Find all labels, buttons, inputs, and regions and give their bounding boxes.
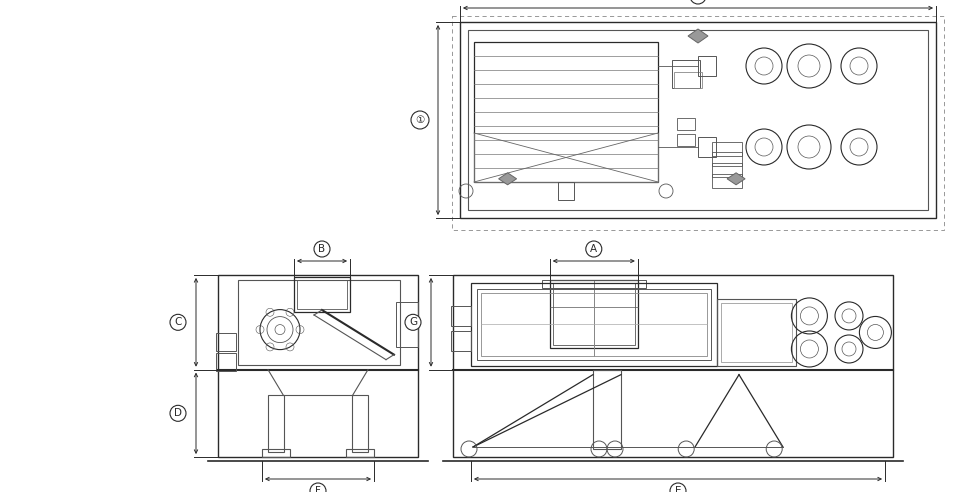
Bar xyxy=(698,56,716,76)
Bar xyxy=(711,142,742,155)
Text: ①: ① xyxy=(416,115,424,125)
Text: E: E xyxy=(675,486,682,492)
Circle shape xyxy=(170,405,186,421)
Bar xyxy=(297,280,347,309)
Bar xyxy=(216,333,236,351)
Bar xyxy=(677,134,695,146)
Text: A: A xyxy=(590,244,597,254)
Bar xyxy=(238,280,400,365)
Circle shape xyxy=(586,241,602,257)
Polygon shape xyxy=(498,173,516,185)
Bar xyxy=(262,449,290,457)
Polygon shape xyxy=(727,173,745,185)
Bar xyxy=(451,306,471,326)
Bar xyxy=(216,353,236,371)
Bar xyxy=(550,280,637,348)
Text: D: D xyxy=(174,408,182,418)
Bar xyxy=(674,72,702,88)
Circle shape xyxy=(314,241,330,257)
Bar xyxy=(474,42,658,182)
Bar xyxy=(553,283,635,345)
Circle shape xyxy=(310,483,326,492)
Bar xyxy=(711,163,742,177)
Bar xyxy=(294,277,350,312)
Bar xyxy=(721,304,792,362)
Bar xyxy=(558,182,574,200)
Bar xyxy=(672,60,700,88)
Bar xyxy=(477,289,711,360)
Bar xyxy=(352,395,368,452)
Bar xyxy=(451,331,471,351)
Text: H: H xyxy=(694,0,702,1)
Circle shape xyxy=(405,314,421,330)
Circle shape xyxy=(670,483,686,492)
Bar xyxy=(468,30,928,210)
Text: C: C xyxy=(175,317,181,327)
Bar xyxy=(460,22,936,218)
Bar xyxy=(698,137,716,157)
Circle shape xyxy=(170,314,186,330)
Bar xyxy=(481,293,594,356)
Bar xyxy=(218,275,418,457)
Circle shape xyxy=(690,0,706,4)
Text: B: B xyxy=(319,244,325,254)
Bar xyxy=(711,174,742,188)
Bar xyxy=(474,133,658,182)
Bar xyxy=(594,293,708,356)
Bar xyxy=(452,16,944,230)
Bar xyxy=(593,369,621,449)
Text: G: G xyxy=(409,317,417,327)
Bar xyxy=(717,300,796,366)
Bar xyxy=(268,395,284,452)
Bar xyxy=(453,275,893,457)
Circle shape xyxy=(411,111,429,129)
Bar xyxy=(677,118,695,130)
Polygon shape xyxy=(688,29,708,43)
Bar xyxy=(396,302,418,347)
Text: F: F xyxy=(315,486,321,492)
Bar xyxy=(711,153,742,166)
Bar xyxy=(541,280,646,288)
Bar xyxy=(346,449,374,457)
Bar xyxy=(471,283,717,366)
